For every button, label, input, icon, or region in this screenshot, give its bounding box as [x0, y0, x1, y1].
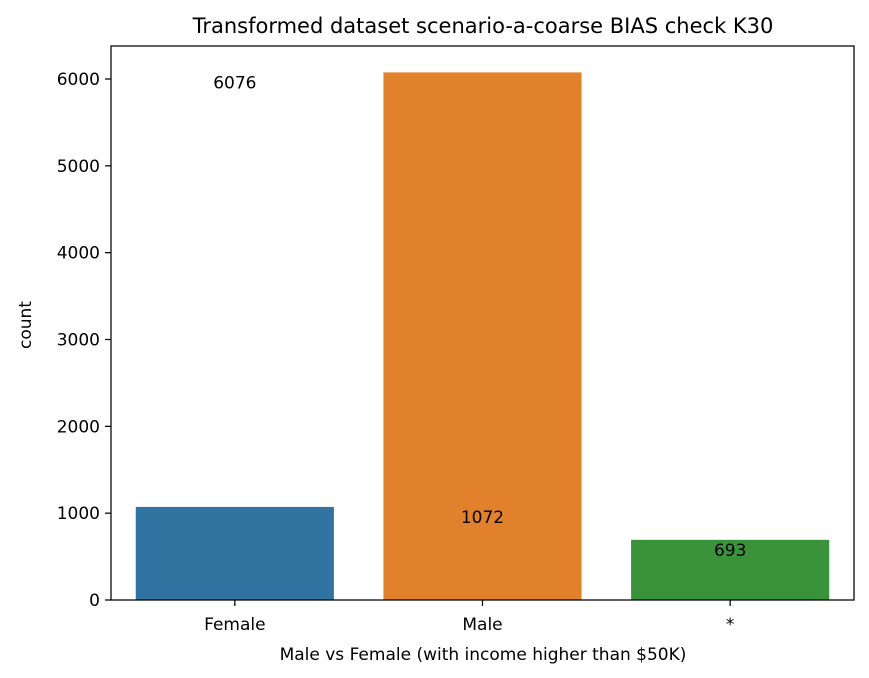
y-tick-label: 2000: [57, 417, 100, 437]
y-axis-label: count: [16, 301, 36, 349]
y-tick-label: 4000: [57, 244, 100, 264]
data-label: 1072: [461, 508, 504, 528]
chart-title: Transformed dataset scenario-a-coarse BI…: [192, 14, 774, 38]
y-tick-label: 1000: [57, 504, 100, 524]
plot-area: 0 1000 2000 3000 4000 5000 6000 Female Male * 6076…: [57, 45, 855, 635]
x-axis-label: Male vs Female (with income higher than …: [280, 645, 687, 665]
bar-other: [631, 539, 830, 600]
x-tick-label: *: [726, 615, 735, 635]
y-tick-label: 0: [89, 591, 100, 611]
data-label: 693: [714, 541, 746, 561]
x-tick-label: Male: [462, 615, 502, 635]
x-tick-label: Female: [204, 615, 265, 635]
data-label: 6076: [213, 73, 256, 93]
bar-female: [135, 506, 334, 600]
bar-male: [383, 72, 582, 601]
y-tick-label: 5000: [57, 157, 100, 177]
y-tick-label: 6000: [57, 70, 100, 90]
y-tick-label: 3000: [57, 330, 100, 350]
